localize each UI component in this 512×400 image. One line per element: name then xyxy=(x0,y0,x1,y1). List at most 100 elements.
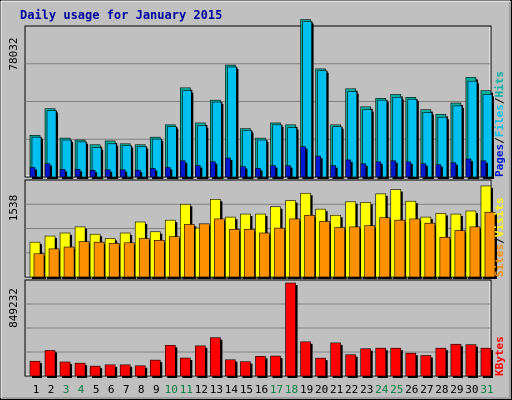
kbytes-panel: 849232 KBytes xyxy=(7,279,506,378)
hits-bar-pages xyxy=(240,166,248,179)
visits-bar-sites xyxy=(319,221,332,279)
day-label: 4 xyxy=(78,383,85,396)
hits-bar-pages xyxy=(164,167,173,179)
day-label: 19 xyxy=(300,383,313,396)
day-label: 3 xyxy=(63,383,70,396)
day-label: 28 xyxy=(435,383,448,396)
visits-bar-sites xyxy=(244,229,257,279)
kbytes-bar-kbytes xyxy=(225,359,238,378)
kbytes-bar-kbytes xyxy=(210,337,223,378)
visits-bar-sites xyxy=(78,241,92,279)
day-label: 20 xyxy=(315,383,328,396)
kbytes-bar-kbytes xyxy=(255,355,268,378)
visits-bar-sites xyxy=(229,229,242,279)
day-label: 13 xyxy=(210,383,223,396)
kbytes-max-label: 849232 xyxy=(7,288,20,328)
kbytes-bar-kbytes xyxy=(480,347,493,378)
visits-bar-sites xyxy=(364,225,377,279)
visits-bar-sites xyxy=(199,223,212,279)
kbytes-bar-kbytes xyxy=(420,355,433,378)
legend-pages: Pages xyxy=(493,144,506,177)
hits-max-label: 78032 xyxy=(7,37,20,70)
hits-bar-pages xyxy=(435,164,443,179)
hits-bar-pages xyxy=(360,163,368,179)
visits-bar-sites xyxy=(168,236,182,279)
legend-separator: / xyxy=(493,237,506,244)
visits-bar-sites xyxy=(349,226,362,279)
visits-bar-sites xyxy=(334,227,347,279)
legend-kbytes: KBytes xyxy=(493,336,506,376)
day-label: 27 xyxy=(420,383,433,396)
day-label: 18 xyxy=(285,383,298,396)
kbytes-bar-kbytes xyxy=(149,359,163,378)
visits-bar-sites xyxy=(304,214,317,279)
hits-bar-pages xyxy=(210,161,218,179)
hits-bar-pages xyxy=(59,169,68,179)
kbytes-bar-kbytes xyxy=(315,357,328,378)
visits-bar-sites xyxy=(424,222,437,279)
day-label: 14 xyxy=(225,383,239,396)
chart-title: Daily usage for January 2015 xyxy=(20,8,222,22)
hits-bar-pages xyxy=(29,167,37,179)
visits-bar-sites xyxy=(394,219,407,279)
legend-visits: Visits xyxy=(493,198,506,238)
hits-bar-pages xyxy=(390,160,398,179)
kbytes-bar-kbytes xyxy=(240,361,253,378)
day-label: 23 xyxy=(360,383,373,396)
hits-bar-pages xyxy=(420,163,428,179)
day-label: 8 xyxy=(138,383,145,396)
visits-legend: Sites/Visits xyxy=(493,198,506,278)
visits-bar-sites xyxy=(138,238,152,279)
kbytes-bar-kbytes xyxy=(164,345,178,378)
kbytes-bar-kbytes xyxy=(44,350,58,378)
kbytes-bar-kbytes xyxy=(119,364,133,378)
hits-bar-pages xyxy=(119,169,128,179)
visits-bar-sites xyxy=(439,236,452,279)
visits-bar-sites xyxy=(153,240,167,279)
kbytes-bar-kbytes xyxy=(104,364,118,378)
hits-bar-pages xyxy=(225,157,233,179)
kbytes-bar-kbytes xyxy=(134,365,148,378)
day-label: 15 xyxy=(240,383,253,396)
visits-bar-sites xyxy=(379,217,392,279)
hits-bar-pages xyxy=(345,159,353,179)
day-label: 5 xyxy=(93,383,100,396)
day-label: 9 xyxy=(153,383,160,396)
legend-sites: Sites xyxy=(493,244,506,277)
day-label: 21 xyxy=(330,383,343,396)
kbytes-bar-kbytes xyxy=(180,357,193,378)
hits-bar-pages xyxy=(465,158,473,179)
day-label: 2 xyxy=(48,383,55,396)
day-label: 31 xyxy=(480,383,493,396)
visits-bar-sites xyxy=(484,211,497,279)
day-label: 11 xyxy=(180,383,193,396)
kbytes-bar-kbytes xyxy=(89,365,103,378)
kbytes-bar-kbytes xyxy=(29,360,42,378)
kbytes-bar-kbytes xyxy=(195,345,208,378)
legend-hits: Hits xyxy=(493,71,506,98)
hits-bar-pages xyxy=(134,169,143,179)
hits-bar-pages xyxy=(315,155,323,179)
hits-bar-pages xyxy=(74,169,83,179)
hits-bar-pages xyxy=(450,162,458,179)
day-label: 25 xyxy=(390,383,403,396)
hits-bar-pages xyxy=(44,163,53,179)
day-label: 6 xyxy=(108,383,115,396)
kbytes-bar-kbytes xyxy=(300,341,313,378)
kbytes-bar-kbytes xyxy=(465,344,478,378)
visits-bar-sites xyxy=(454,230,467,279)
hits-bar-pages xyxy=(285,165,293,179)
visits-bar-sites xyxy=(123,242,137,279)
day-label: 17 xyxy=(270,383,283,396)
kbytes-bar-kbytes xyxy=(285,282,298,378)
legend-separator: / xyxy=(493,97,506,104)
visits-max-label: 1538 xyxy=(7,195,20,222)
day-label: 26 xyxy=(405,383,418,396)
visits-bar-sites xyxy=(274,227,287,279)
legend-files: Files xyxy=(493,104,506,137)
hits-bar-pages xyxy=(405,161,413,179)
visits-bar-sites xyxy=(63,246,77,279)
hits-bar-pages xyxy=(255,168,263,179)
hits-bar-pages xyxy=(375,161,383,179)
